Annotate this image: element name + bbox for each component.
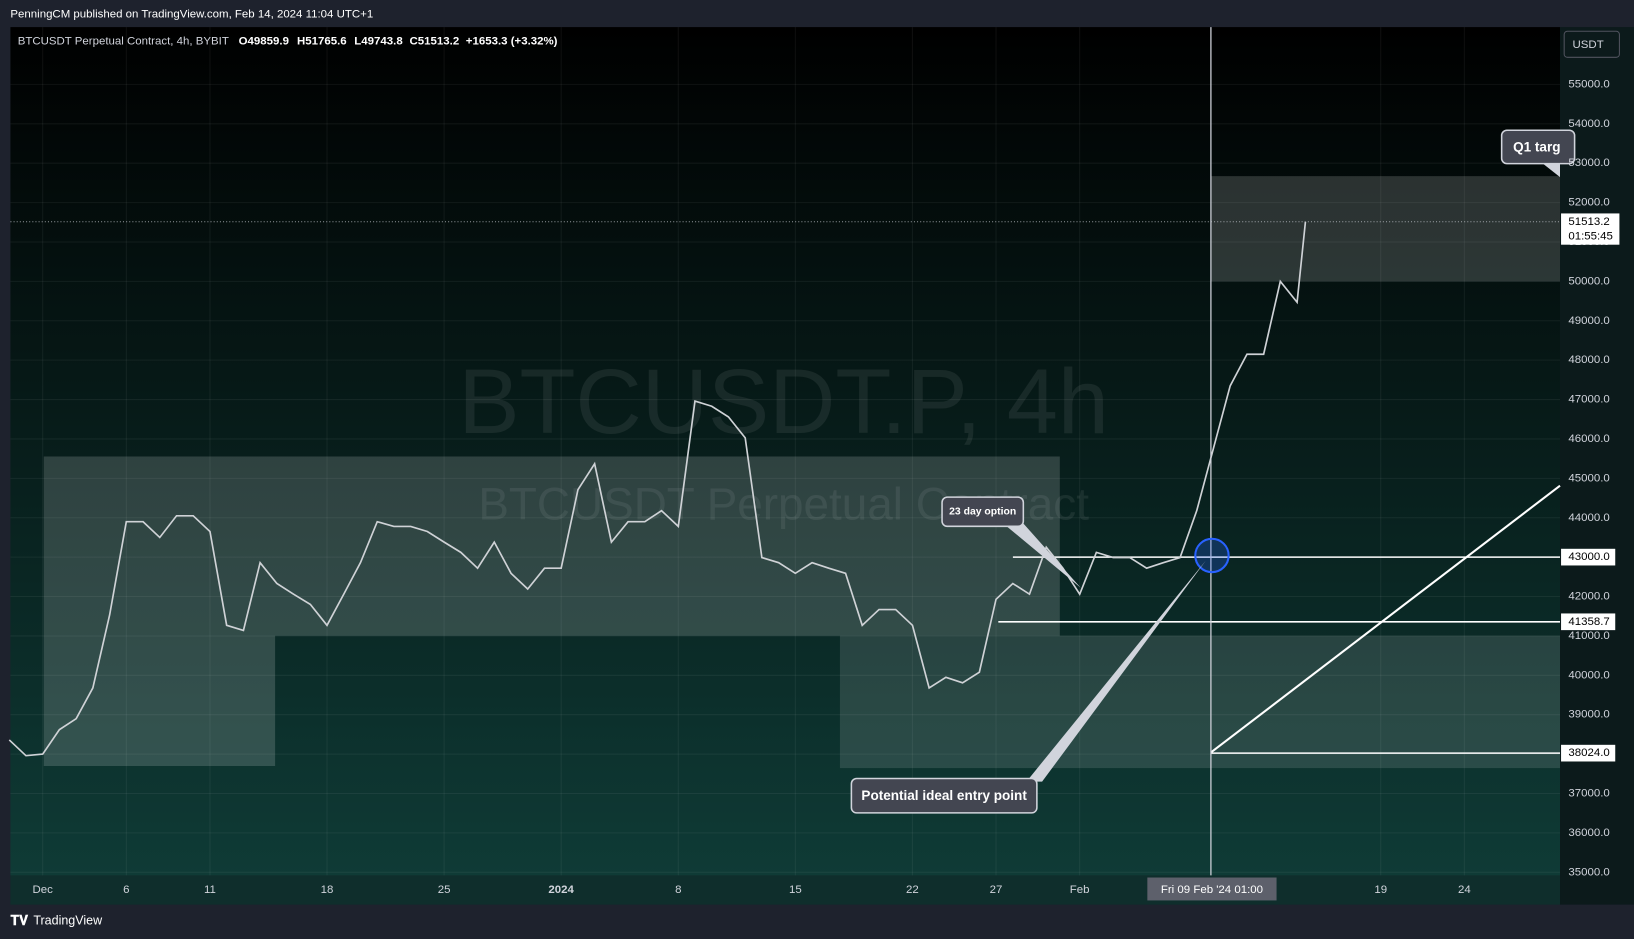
y-tick-label: 35000.0: [1568, 866, 1609, 878]
watermark: BTCUSDT.P, 4h: [458, 351, 1109, 453]
entry-marker: [1194, 537, 1230, 574]
x-tick-label: 2024: [548, 884, 574, 896]
ohlc-change: +1653.3 (+3.32%): [466, 36, 558, 48]
y-tick-label: 53000.0: [1568, 157, 1609, 169]
symbol: BTCUSDT Perpetual Contract, 4h, BYBIT: [18, 36, 229, 48]
crosshair-label-bg: [1147, 877, 1277, 901]
crosshair-label: Fri 09 Feb '24 01:00: [1161, 884, 1263, 896]
currency: USDT: [1573, 39, 1604, 51]
callout: [1500, 129, 1576, 165]
callout: [850, 777, 1038, 814]
y-tick-label: 55000.0: [1568, 78, 1609, 90]
last-price: 51513.2: [1568, 216, 1609, 228]
callout-text: Q1 targ: [1513, 140, 1560, 155]
grid: [10, 27, 1561, 876]
x-tick-label: Feb: [1070, 884, 1090, 896]
x-tick-label: 25: [438, 884, 451, 896]
ohlc-open: O49859.9: [239, 36, 289, 48]
x-tick-label: 19: [1374, 884, 1387, 896]
y-tick-label: 54000.0: [1568, 118, 1609, 130]
y-tick-label: 45000.0: [1568, 472, 1609, 484]
x-tick-label: 18: [321, 884, 334, 896]
x-tick-label: 24: [1458, 884, 1471, 896]
x-tick-label: 22: [906, 884, 919, 896]
footer-logo[interactable]: TradingView: [33, 914, 103, 928]
zone: [839, 635, 1561, 769]
level-label-bg: [1561, 613, 1616, 631]
y-tick-label: 46000.0: [1568, 433, 1609, 445]
x-tick-label: 27: [990, 884, 1003, 896]
countdown: 01:55:45: [1568, 230, 1613, 242]
axis-labels: 35000.036000.037000.038000.039000.040000…: [33, 78, 1620, 896]
y-tick-label: 48000.0: [1568, 354, 1609, 366]
y-tick-label: 40000.0: [1568, 669, 1609, 681]
callout-text: Potential ideal entry point: [861, 788, 1027, 803]
last-price-bg: [1561, 213, 1620, 245]
y-tick-label: 36000.0: [1568, 827, 1609, 839]
ohlc-high: H51765.6: [297, 36, 347, 48]
x-tick-label: 15: [789, 884, 802, 896]
y-tick-label: 50000.0: [1568, 275, 1609, 287]
ohlc-low: L49743.8: [354, 36, 403, 48]
callout: [941, 496, 1025, 528]
zone: [1210, 176, 1561, 282]
y-tick-label: 47000.0: [1568, 394, 1609, 406]
callout-pointer: [1026, 560, 1206, 782]
zone: [43, 635, 276, 766]
level-label-bg: [1561, 548, 1616, 566]
trend-line: [1210, 484, 1561, 754]
plot-area: [10, 27, 1561, 876]
publisher: PenningCM published on TradingView.com, …: [10, 9, 373, 21]
ohlc-close: C51513.2: [410, 36, 460, 48]
y-tick-label: 52000.0: [1568, 197, 1609, 209]
time-axis: [10, 875, 1561, 905]
callout-text: 23 day option: [949, 506, 1016, 517]
y-tick-label: 42000.0: [1568, 591, 1609, 603]
x-tick-label: Dec: [33, 884, 54, 896]
level-label: 38024.0: [1568, 747, 1609, 759]
series: [8, 221, 1561, 757]
level-label-bg: [1561, 744, 1616, 762]
x-tick-label: 8: [675, 884, 681, 896]
y-tick-label: 39000.0: [1568, 709, 1609, 721]
y-tick-label: 37000.0: [1568, 788, 1609, 800]
y-tick-label: 41000.0: [1568, 630, 1609, 642]
callout-pointer: [1540, 161, 1561, 178]
currency-button[interactable]: [1563, 30, 1620, 58]
x-tick-label: 6: [123, 884, 129, 896]
y-tick-label: 44000.0: [1568, 512, 1609, 524]
x-tick-label: 11: [204, 884, 216, 896]
level-label: 43000.0: [1568, 551, 1609, 563]
callout-pointer: [1000, 521, 1081, 588]
level-label: 41358.7: [1568, 616, 1609, 628]
levels: [998, 556, 1561, 754]
logo-mark: 𝐓𝐕: [10, 913, 29, 928]
price-line: [8, 221, 1307, 757]
y-tick-label: 49000.0: [1568, 315, 1609, 327]
